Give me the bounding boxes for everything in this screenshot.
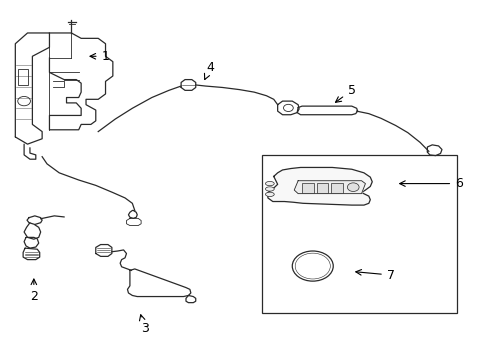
Text: 4: 4 (204, 60, 214, 80)
Ellipse shape (265, 187, 274, 191)
Text: 3: 3 (139, 315, 148, 335)
Bar (302, 183, 313, 193)
Text: 6: 6 (399, 177, 462, 190)
Text: 7: 7 (355, 269, 394, 282)
Polygon shape (267, 167, 371, 205)
Ellipse shape (265, 192, 274, 197)
Text: 1: 1 (90, 50, 109, 63)
Bar (261, 155, 456, 313)
Bar (316, 183, 328, 193)
Bar (18, 69, 27, 85)
Text: 5: 5 (335, 84, 355, 102)
Circle shape (346, 183, 358, 192)
Ellipse shape (265, 181, 274, 186)
Bar (330, 183, 342, 193)
Polygon shape (294, 181, 365, 194)
Text: 2: 2 (30, 279, 38, 303)
